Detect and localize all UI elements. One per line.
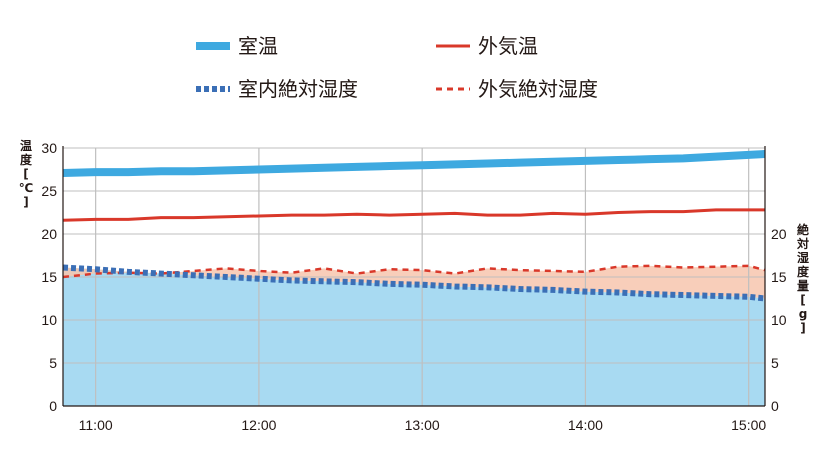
left-tick-label: 15 [41, 269, 57, 285]
axes: 0 5 10 15 20 25 30 0 5 10 15 20 11:00 12:00 13:00 14:00… [19, 139, 810, 433]
humidity-difference-area [63, 265, 765, 299]
series-line [62, 150, 766, 177]
left-axis-title-char: 温 [20, 139, 32, 153]
left-tick-label: 20 [41, 226, 57, 242]
left-tick-label: 10 [41, 312, 57, 328]
right-axis-title-char: g [799, 307, 808, 321]
left-axis-title-char: ] [23, 195, 28, 209]
right-axis-title-char: 対 [796, 236, 809, 251]
right-tick-label: 15 [771, 269, 787, 285]
indoor-humidity-area [63, 267, 765, 406]
left-axis-title-char: ℃ [19, 181, 34, 195]
left-axis-title-char: [ [23, 167, 28, 181]
legend-label: 外気絶対湿度 [478, 77, 598, 101]
right-axis-title-char: 量 [797, 279, 809, 293]
left-tick-label: 25 [41, 183, 57, 199]
right-axis-title-char: 絶 [797, 222, 809, 237]
x-tick-label: 14:00 [568, 417, 603, 433]
right-axis-title-char: ] [800, 321, 805, 335]
right-axis-title-char: [ [800, 293, 805, 307]
legend-label: 室内絶対湿度 [238, 77, 358, 101]
x-tick-label: 12:00 [241, 417, 276, 433]
right-axis-title-char: 度 [797, 264, 810, 279]
right-axis-title-char: 湿 [797, 250, 809, 265]
right-tick-label: 5 [771, 355, 779, 371]
left-tick-label: 30 [41, 140, 57, 156]
series-line [62, 208, 765, 222]
left-tick-label: 5 [49, 355, 57, 371]
x-tick-label: 13:00 [405, 417, 440, 433]
left-axis-title-char: 度 [20, 152, 33, 167]
plot-area [62, 147, 766, 406]
right-tick-label: 20 [771, 226, 787, 242]
x-tick-label: 15:00 [731, 417, 766, 433]
legend-label: 外気温 [478, 34, 538, 58]
left-tick-label: 0 [49, 398, 57, 414]
right-tick-label: 0 [771, 398, 779, 414]
right-tick-label: 10 [771, 312, 787, 328]
x-tick-label: 11:00 [79, 417, 113, 433]
legend-label: 室温 [238, 34, 278, 58]
